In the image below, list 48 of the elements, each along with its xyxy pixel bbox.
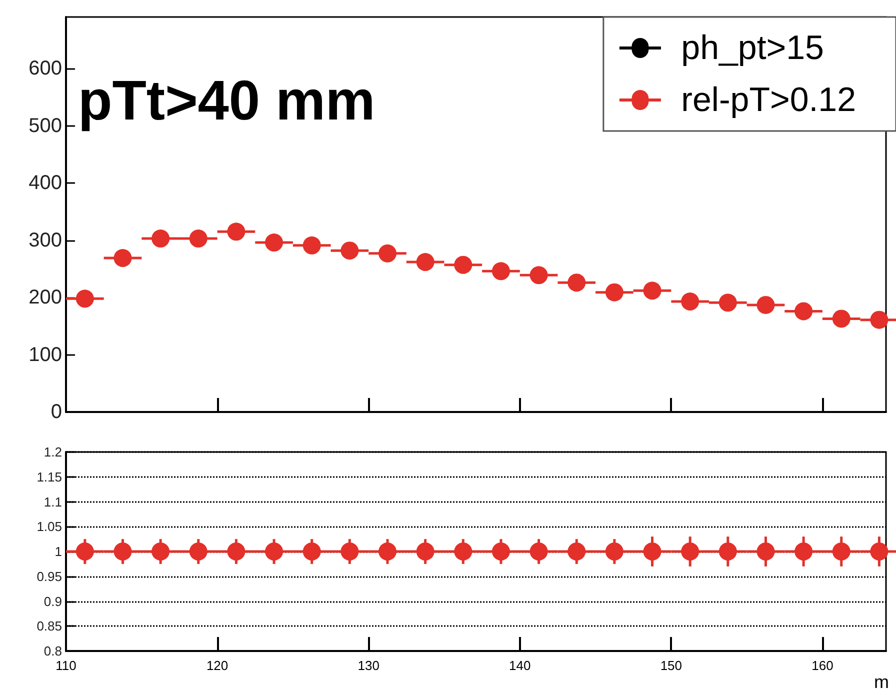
y-tick-label: 0.9 — [44, 594, 62, 609]
legend-label: ph_pt>15 — [681, 29, 824, 67]
x-tick-label: 130 — [358, 658, 380, 673]
x-tick-label: 160 — [812, 658, 834, 673]
x-tick-label: 150 — [660, 658, 682, 673]
y-tick-label: 600 — [28, 58, 62, 80]
point — [189, 230, 208, 248]
y-tick-label: 0 — [50, 401, 62, 423]
point — [756, 296, 775, 314]
point — [378, 244, 396, 262]
y-tick-label: 500 — [28, 114, 62, 137]
point — [76, 290, 94, 308]
point — [152, 230, 170, 248]
annotation: pTt>40 mm — [78, 68, 376, 132]
y-tick-label: 1.2 — [44, 444, 62, 460]
point — [718, 294, 737, 312]
point — [643, 282, 662, 300]
y-tick-label: 1.05 — [36, 519, 62, 534]
point — [681, 292, 700, 311]
y-tick-label: 100 — [28, 344, 62, 366]
point — [832, 310, 850, 328]
y-tick-label: 0.85 — [36, 618, 62, 634]
y-tick-label: 300 — [28, 229, 62, 252]
y-tick-label: 1 — [54, 544, 62, 559]
y-tick-label: 0.8 — [44, 644, 62, 658]
x-tick-label: 110 — [56, 658, 76, 673]
y-tick-label: 400 — [28, 172, 62, 194]
y-tick-label: 1.1 — [44, 494, 62, 510]
point — [340, 242, 359, 260]
point — [530, 266, 548, 284]
point — [605, 283, 624, 302]
point — [265, 234, 284, 252]
point — [454, 256, 472, 274]
point — [568, 274, 586, 292]
legend-label: rel-pT>0.12 — [681, 81, 856, 119]
point — [227, 222, 246, 241]
point — [302, 236, 321, 254]
x-tick-label: 140 — [509, 658, 531, 673]
y-tick-label: 1.15 — [36, 469, 62, 484]
point — [416, 253, 434, 272]
point — [492, 262, 510, 280]
x-tick-label: 120 — [206, 658, 228, 673]
point — [114, 249, 132, 267]
point — [794, 302, 813, 320]
y-tick-label: 0.95 — [36, 568, 62, 584]
y-tick-label: 200 — [28, 286, 62, 309]
point — [870, 310, 888, 329]
x-axis-title: m — [874, 672, 889, 692]
